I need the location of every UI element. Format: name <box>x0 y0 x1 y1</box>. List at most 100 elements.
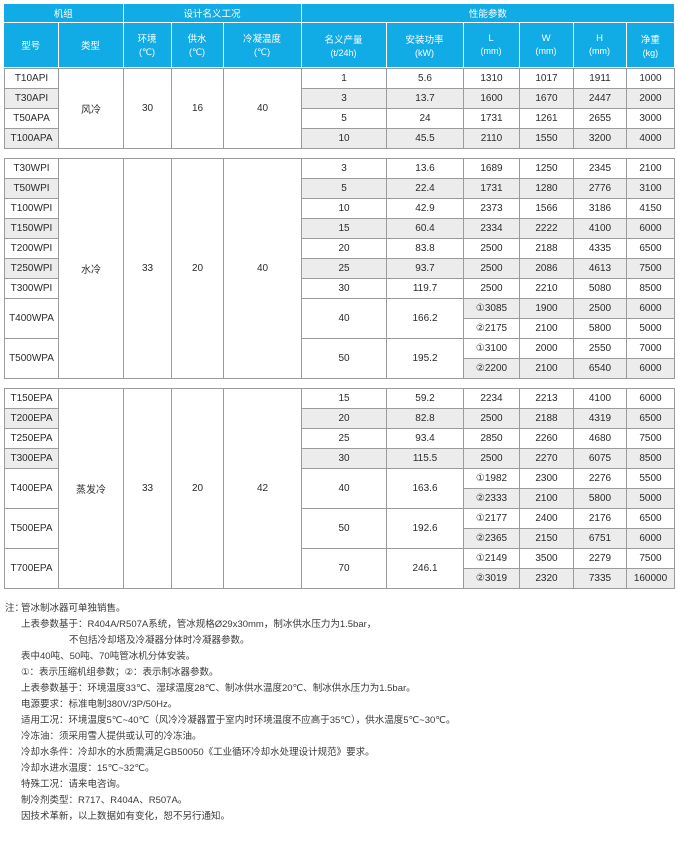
weight-cell: 7500 <box>626 548 675 569</box>
header-column-label: 类型 <box>81 40 101 52</box>
dim-w-cell: 2100 <box>519 358 574 379</box>
dim-h-cell: 4100 <box>573 218 627 239</box>
header-column-unit: (mm) <box>535 46 557 57</box>
weight-cell: 5500 <box>626 468 675 489</box>
power-cell: 24 <box>386 108 464 129</box>
capacity-cell: 50 <box>301 508 387 549</box>
dim-l-cell: 2334 <box>463 218 520 239</box>
dim-l-cell: ①1982 <box>463 468 520 489</box>
header-column-cell: 净重 (kg) <box>625 21 675 67</box>
weight-cell: 6500 <box>626 508 675 529</box>
note-line: 上表参数基于：环境温度33℃、湿球温度28℃、制冰供水温度20℃、制冰供水压力为… <box>21 683 416 694</box>
capacity-cell: 1 <box>301 68 387 89</box>
table-row: T700EPA 70 246.1 ①2149 3500 2279 7500 <box>4 548 675 589</box>
type-cell: 风冷 <box>58 68 124 149</box>
dim-l-cell: 2500 <box>463 258 520 279</box>
header-group-cell: 性能参数 <box>300 4 675 23</box>
note-line: 管冰制冰器可单独销售。 <box>21 603 126 614</box>
dim-h-cell: 3200 <box>573 128 627 149</box>
dim-w-cell: 2100 <box>519 318 574 339</box>
capacity-cell: 3 <box>301 158 387 179</box>
weight-cell: 6000 <box>626 528 675 549</box>
dim-w-cell: 2150 <box>519 528 574 549</box>
dim-h-cell: 2279 <box>573 548 627 569</box>
weight-cell: 4150 <box>626 198 675 219</box>
dim-w-cell: 1566 <box>519 198 574 219</box>
dim-h-cell: 5080 <box>573 278 627 299</box>
supply-cell: 16 <box>171 68 224 149</box>
weight-cell: 7500 <box>626 258 675 279</box>
table-row: ②2200 2100 6540 6000 <box>5 358 675 379</box>
model-cell: T500EPA <box>4 508 59 549</box>
note-line: 电源要求：标准电制380V/3P/50Hz。 <box>21 699 178 710</box>
weight-cell: 4000 <box>626 128 675 149</box>
dim-l-cell: 2500 <box>463 408 520 429</box>
dim-h-cell: 2550 <box>573 338 627 359</box>
weight-cell: 6000 <box>626 358 675 379</box>
dim-l-cell: 2234 <box>463 388 520 409</box>
table-sections: T10API 风冷 30 16 40 1 5.6 1310 1017 1911 1000 T30API… <box>4 68 675 589</box>
dim-l-cell: ①3085 <box>463 298 520 319</box>
power-cell: 22.4 <box>386 178 464 199</box>
model-cell: T700EPA <box>4 548 59 589</box>
weight-cell: 160000 <box>626 568 675 589</box>
dim-h-cell: 4319 <box>573 408 627 429</box>
capacity-cell: 20 <box>301 238 387 259</box>
dim-w-cell: 1261 <box>519 108 574 129</box>
dim-h-cell: 4613 <box>573 258 627 279</box>
dim-w-cell: 1250 <box>519 158 574 179</box>
header-column-label: H <box>596 33 603 45</box>
dim-w-cell: 1280 <box>519 178 574 199</box>
header-column-unit: (mm) <box>589 46 611 57</box>
dim-w-cell: 1550 <box>519 128 574 149</box>
weight-cell: 2000 <box>626 88 675 109</box>
table-row: T500WPA 50 195.2 ①3100 2000 2550 7000 <box>4 338 675 379</box>
dim-w-cell: 2300 <box>519 468 574 489</box>
capacity-cell: 3 <box>301 88 387 109</box>
model-cell: T100WPI <box>4 198 59 219</box>
table-row: ②2333 2100 5800 5000 <box>5 488 675 509</box>
header-column-unit: (℃) <box>138 47 156 58</box>
section-table: T150EPA 蒸发冷 33 20 42 15 59.2 2234 2213 4100 6000 T2… <box>4 388 675 589</box>
dim-w-cell: 1670 <box>519 88 574 109</box>
header-column-unit: (℃) <box>188 47 206 58</box>
cond-temp-cell: 40 <box>223 158 302 379</box>
table-row: T250EPA 25 93.4 2850 2260 4680 7500 <box>4 428 675 449</box>
header-column-cell: 安装功率 (kW) <box>385 21 464 67</box>
note-line: 冷却水进水温度：15℃~32℃。 <box>21 763 155 774</box>
header-group-row: 机组 设计名义工况 性能参数 <box>4 4 675 23</box>
section-table: T30WPI 水冷 33 20 40 3 13.6 1689 1250 2345 2100 T50WP… <box>4 158 675 379</box>
table-row: T100APA 10 45.5 2110 1550 3200 4000 <box>4 128 675 149</box>
dim-l-cell: 1689 <box>463 158 520 179</box>
dim-w-cell: 2210 <box>519 278 574 299</box>
note-line: 特殊工况：请来电咨询。 <box>21 779 126 790</box>
dim-h-cell: 6540 <box>573 358 627 379</box>
dim-w-cell: 2400 <box>519 508 574 529</box>
dim-w-cell: 2188 <box>519 238 574 259</box>
dim-h-cell: 2447 <box>573 88 627 109</box>
dim-w-cell: 2086 <box>519 258 574 279</box>
notes-lines: 管冰制冰器可单独销售。 上表参数基于：R404A/R507A系统，管冰规格Ø29x… <box>21 601 455 825</box>
header-column-label: 名义产量 <box>324 34 363 46</box>
dim-h-cell: 7335 <box>573 568 627 589</box>
capacity-cell: 10 <box>301 198 387 219</box>
dim-h-cell: 5800 <box>573 488 627 509</box>
weight-cell: 6500 <box>626 238 675 259</box>
model-cell: T200WPI <box>4 238 59 259</box>
dim-h-cell: 2500 <box>573 298 627 319</box>
capacity-cell: 5 <box>301 178 387 199</box>
dim-l-cell: 1731 <box>463 108 520 129</box>
dim-h-cell: 2776 <box>573 178 627 199</box>
model-cell: T50WPI <box>4 178 59 199</box>
header-column-label: 净重 <box>640 34 660 46</box>
header-column-cell: H (mm) <box>572 21 627 67</box>
dim-l-cell: ②2200 <box>463 358 520 379</box>
note-line: 冷冻油：须采用雪人提供或认可的冷冻油。 <box>21 731 202 742</box>
note-line: 不包括冷却塔及冷凝器分体时冷凝器参数。 <box>69 635 250 646</box>
capacity-cell: 5 <box>301 108 387 129</box>
dim-l-cell: ②2365 <box>463 528 520 549</box>
header-column-cell: L (mm) <box>462 21 520 67</box>
supply-cell: 20 <box>171 158 224 379</box>
notes-block: 注： 管冰制冰器可单独销售。 上表参数基于：R404A/R507A系统，管冰规格Ø… <box>4 601 674 825</box>
header-columns-row: 型号 类型 环境 (℃) 供水 (℃) 冷凝温度 (℃) 名义产量 (t/24h) 安装功率 (kW)… <box>4 21 675 67</box>
